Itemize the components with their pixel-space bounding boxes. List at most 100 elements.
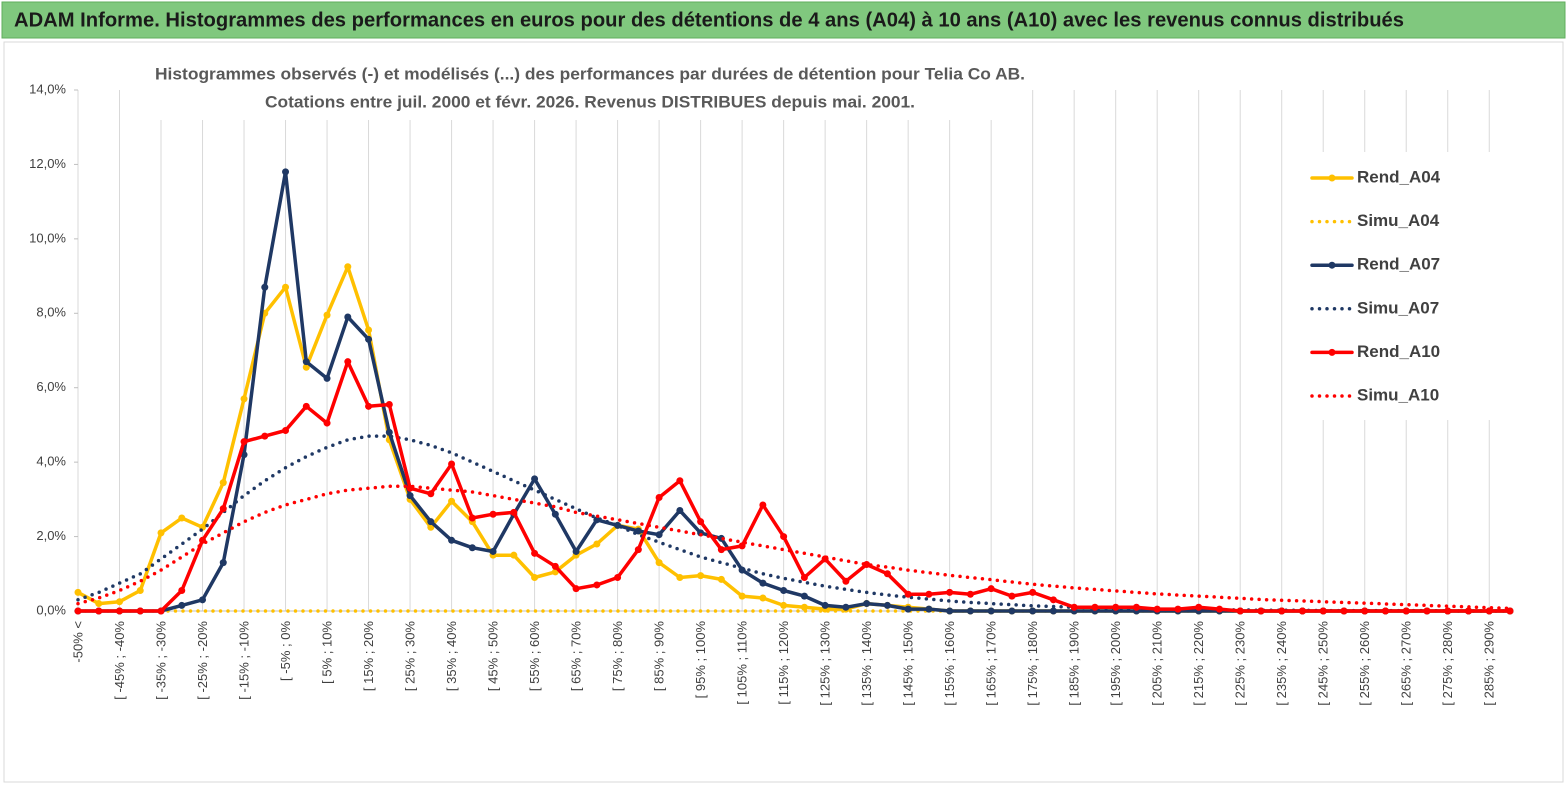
data-point — [282, 427, 290, 435]
data-point — [821, 601, 829, 609]
data-point — [1278, 607, 1286, 615]
x-tick-label: [ -45% ; -40% — [112, 621, 127, 700]
data-point — [883, 570, 891, 578]
data-point — [240, 395, 248, 403]
data-point — [738, 542, 746, 550]
data-point — [531, 574, 539, 582]
data-point — [634, 527, 642, 535]
data-point — [759, 579, 767, 587]
x-tick-label: [ 65% ; 70% — [569, 621, 584, 692]
data-point — [759, 501, 767, 509]
data-point — [1298, 607, 1306, 615]
y-tick-label: 2,0% — [36, 528, 66, 543]
data-point — [1319, 607, 1327, 615]
data-point — [863, 600, 871, 608]
data-point — [1340, 607, 1348, 615]
data-point — [1008, 607, 1016, 615]
x-tick-label: [ 275% ; 280% — [1440, 621, 1455, 706]
header-title: ADAM Informe. Histogrammes des performan… — [14, 9, 1404, 31]
data-point — [1029, 607, 1037, 615]
legend: Rend_A04 Simu_A04 Rend_A07 Simu_A07 Rend_A10… — [1310, 167, 1441, 404]
data-point — [676, 477, 684, 485]
data-point — [987, 607, 995, 615]
x-tick-label: [ 245% ; 250% — [1316, 621, 1331, 706]
x-tick-label: [ -35% ; -30% — [153, 621, 168, 700]
x-tick-label: [ 5% ; 10% — [319, 621, 334, 684]
data-point — [1049, 596, 1057, 604]
data-point — [531, 549, 539, 557]
data-point — [676, 507, 684, 515]
data-point — [842, 603, 850, 611]
data-point — [510, 551, 518, 559]
data-point — [406, 492, 414, 500]
plot — [74, 168, 1514, 615]
x-tick-label: [ 35% ; 40% — [444, 621, 459, 692]
data-point — [593, 540, 601, 548]
x-tick-label: [ -15% ; -10% — [236, 621, 251, 700]
x-tick-label: [ 15% ; 20% — [361, 621, 376, 692]
data-point — [261, 283, 269, 291]
data-point — [676, 574, 684, 582]
x-tick-label: -50% < — [70, 621, 85, 663]
data-point — [219, 479, 227, 487]
data-point — [946, 588, 954, 596]
data-point — [883, 601, 891, 609]
x-tick-label: [ 195% ; 200% — [1108, 621, 1123, 706]
data-point — [302, 363, 310, 371]
x-tick-label: [ -25% ; -20% — [195, 621, 210, 700]
legend-marker — [1328, 174, 1336, 182]
x-tick-label: [ 205% ; 210% — [1150, 621, 1165, 706]
data-point — [448, 497, 456, 505]
data-point — [302, 358, 310, 366]
data-point — [1444, 607, 1452, 615]
data-point — [697, 572, 705, 580]
y-tick-label: 14,0% — [29, 81, 66, 96]
data-point — [551, 562, 559, 570]
data-point — [1049, 607, 1057, 615]
data-point — [365, 326, 373, 334]
data-point — [800, 574, 808, 582]
y-tick-label: 10,0% — [29, 230, 66, 245]
data-point — [593, 516, 601, 524]
data-point — [323, 374, 331, 382]
data-point — [842, 577, 850, 585]
x-tick-label: [ 25% ; 30% — [402, 621, 417, 692]
x-tick-label: [ 255% ; 260% — [1357, 621, 1372, 706]
grid: -50% < [ -45% ; -40% [ -35% ; -30% [ -25% ;… — [29, 81, 1510, 706]
data-point — [344, 313, 352, 321]
data-point — [1132, 603, 1140, 611]
data-point — [157, 607, 165, 615]
data-point — [344, 263, 352, 271]
data-point — [925, 605, 933, 613]
data-point — [282, 168, 290, 176]
x-tick-label: [ 45% ; 50% — [486, 621, 501, 692]
data-point — [489, 547, 497, 555]
x-tick-label: [ 95% ; 100% — [693, 621, 708, 699]
data-point — [448, 536, 456, 544]
data-point — [655, 531, 663, 539]
data-point — [780, 587, 788, 595]
data-point — [510, 508, 518, 516]
data-point — [1257, 607, 1265, 615]
data-point — [219, 505, 227, 513]
data-point — [925, 590, 933, 598]
data-point — [759, 594, 767, 602]
data-point — [1381, 607, 1389, 615]
data-point — [1029, 588, 1037, 596]
data-point — [468, 544, 476, 552]
x-tick-label: [ 55% ; 60% — [527, 621, 542, 692]
data-point — [1215, 605, 1223, 613]
data-point — [240, 438, 248, 446]
x-tick-label: [ 155% ; 160% — [942, 621, 957, 706]
data-point — [634, 546, 642, 554]
x-tick-label: [ 125% ; 130% — [818, 621, 833, 706]
data-point — [302, 402, 310, 410]
y-tick-label: 0,0% — [36, 602, 66, 617]
data-point — [1464, 607, 1472, 615]
data-point — [1008, 592, 1016, 600]
data-point — [385, 428, 393, 436]
legend-label: Simu_A10 — [1357, 385, 1439, 404]
data-point — [1402, 607, 1410, 615]
data-point — [655, 559, 663, 567]
